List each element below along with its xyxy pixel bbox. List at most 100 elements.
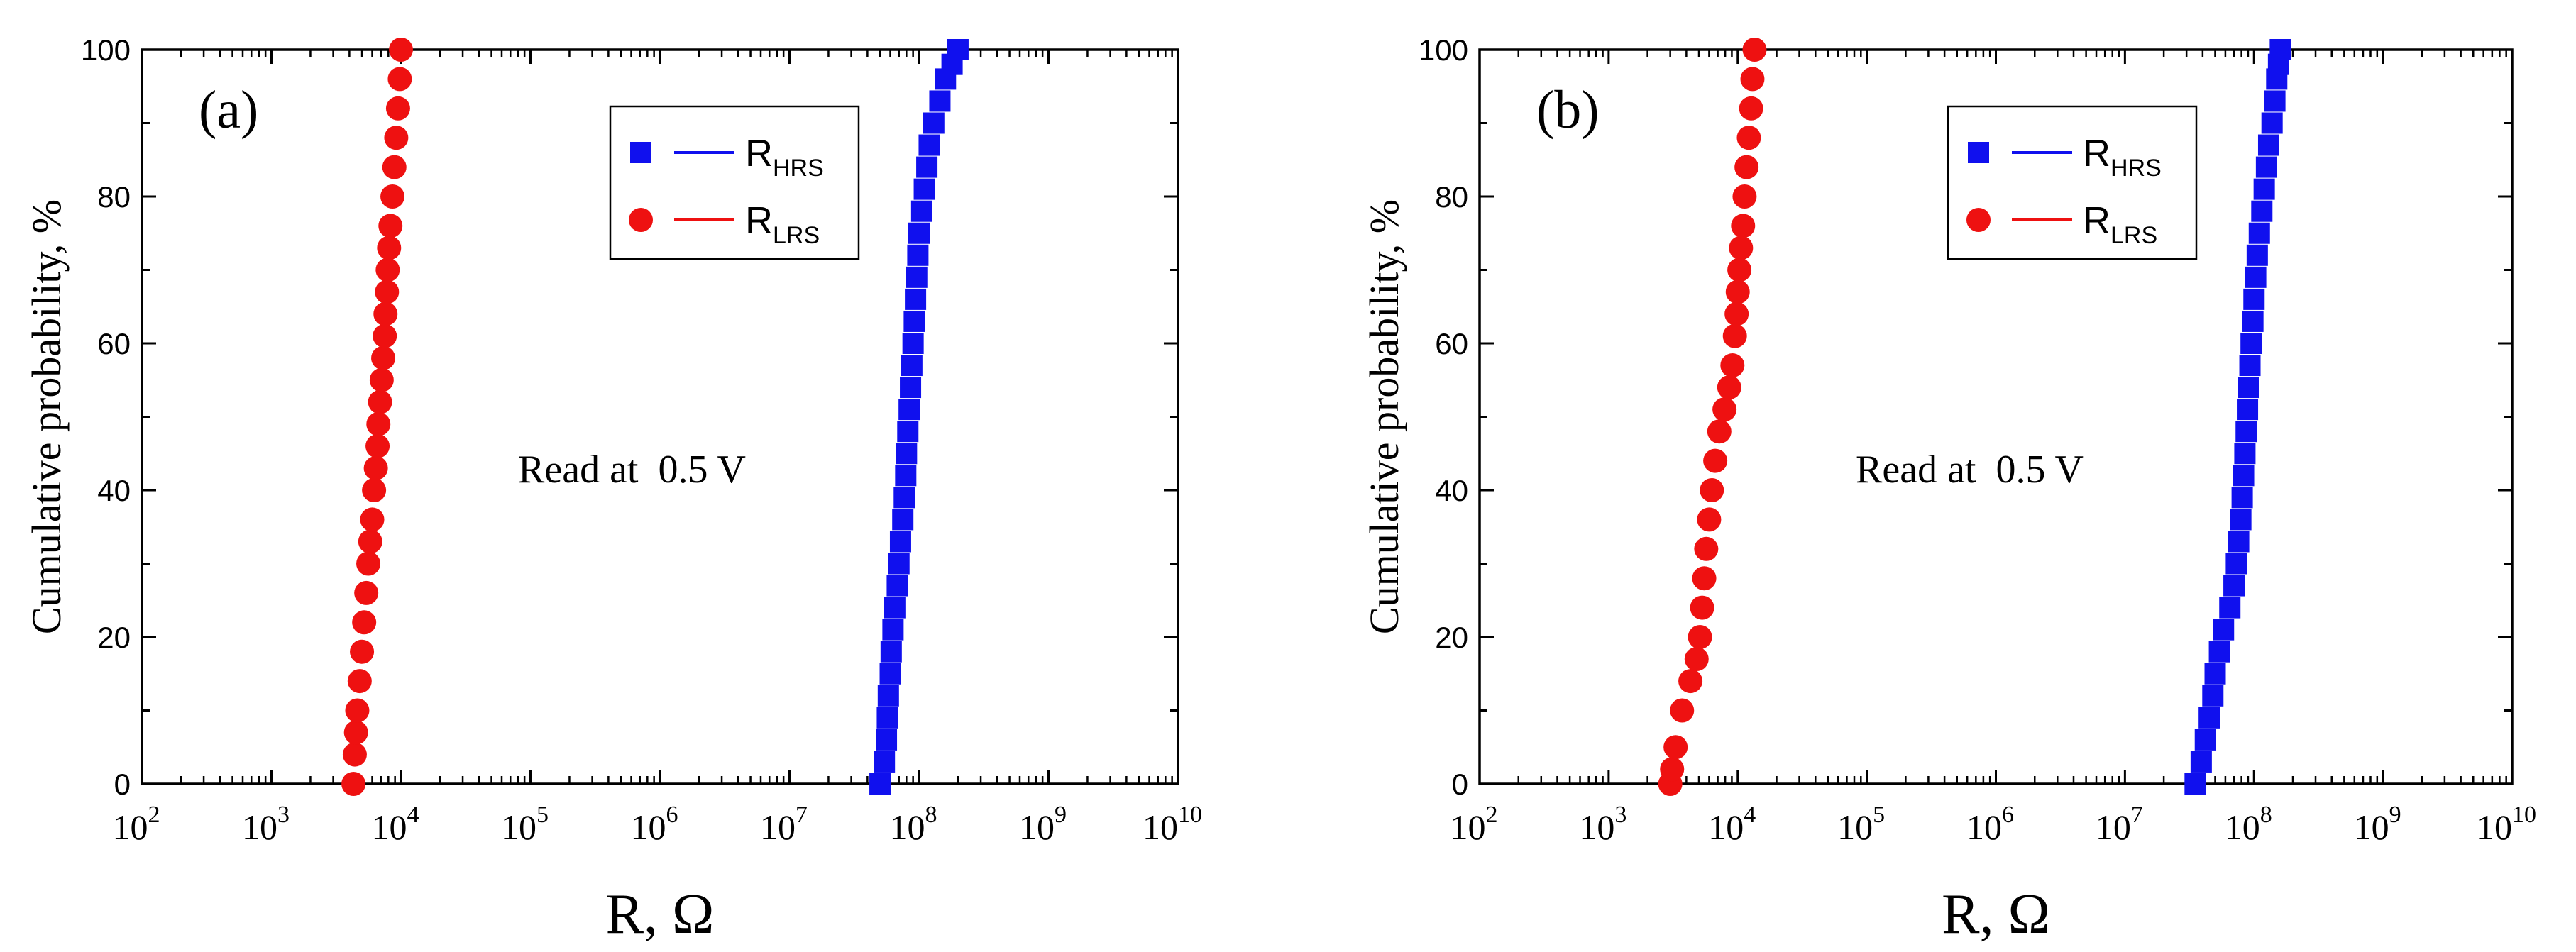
data-point-lrs — [373, 323, 397, 348]
x-tick-base: 10 — [631, 807, 666, 847]
x-tick-base: 10 — [242, 807, 277, 847]
data-point-hrs — [913, 178, 935, 200]
data-point-lrs — [1724, 301, 1749, 326]
data-point-lrs — [363, 455, 388, 480]
legend-square-marker — [1968, 142, 1989, 163]
legend-subscript: HRS — [2110, 155, 2162, 182]
data-point-lrs — [358, 529, 382, 554]
x-tick-label: 109 — [1019, 802, 1067, 847]
data-point-lrs — [352, 610, 377, 635]
data-point-lrs — [341, 772, 366, 796]
data-point-hrs — [2253, 178, 2275, 200]
legend-entry-lrs: RLRS — [1966, 199, 2157, 249]
legend-circle-marker — [1966, 208, 1991, 232]
data-point-hrs — [2219, 597, 2241, 619]
data-point-lrs — [389, 38, 413, 62]
legend-label: RLRS — [745, 199, 820, 249]
y-tick-label: 40 — [1435, 474, 1468, 507]
x-tick-exponent: 3 — [277, 802, 290, 828]
data-point-hrs — [2261, 112, 2283, 134]
y-axis-ticks: 0 20 40 60 80 100 — [81, 33, 1178, 801]
data-point-hrs — [876, 729, 898, 751]
x-tick-base: 10 — [1966, 807, 2002, 847]
data-point-hrs — [907, 244, 929, 266]
data-point-lrs — [1694, 536, 1719, 561]
data-point-hrs — [2242, 310, 2264, 332]
data-point-lrs — [1729, 236, 1754, 260]
y-tick-label: 20 — [1435, 621, 1468, 654]
x-tick-base: 10 — [2354, 807, 2389, 847]
x-tick-base: 10 — [890, 807, 925, 847]
data-point-lrs — [1660, 757, 1685, 782]
legend-label: RLRS — [2083, 199, 2157, 249]
y-tick-label: 100 — [81, 33, 131, 67]
x-tick-label: 108 — [890, 802, 937, 847]
data-point-hrs — [2231, 487, 2253, 509]
data-point-hrs — [892, 509, 914, 531]
data-point-hrs — [2269, 39, 2291, 60]
data-point-hrs — [880, 641, 902, 663]
y-tick-label: 60 — [97, 327, 131, 360]
data-point-hrs — [2240, 333, 2262, 354]
data-point-hrs — [908, 222, 930, 244]
data-point-lrs — [373, 301, 398, 326]
x-tick-exponent: 10 — [2512, 802, 2536, 828]
data-point-lrs — [1684, 647, 1709, 672]
x-tick-label: 103 — [1579, 802, 1626, 847]
data-point-hrs — [905, 288, 927, 310]
x-tick-exponent: 5 — [1873, 802, 1885, 828]
y-tick-label: 20 — [97, 621, 131, 654]
data-point-hrs — [2230, 509, 2252, 531]
data-point-hrs — [2190, 751, 2212, 773]
data-point-lrs — [368, 389, 392, 414]
data-point-lrs — [1690, 595, 1714, 620]
data-point-hrs — [901, 355, 923, 377]
series-hrs — [2184, 39, 2291, 795]
data-point-hrs — [2237, 399, 2259, 421]
x-tick-label: 105 — [501, 802, 549, 847]
panel-label: (b) — [1536, 80, 1600, 140]
data-point-hrs — [876, 707, 898, 729]
data-point-hrs — [888, 553, 910, 575]
x-tick-label: 106 — [1966, 802, 2014, 847]
legend-subscript: LRS — [2110, 222, 2157, 249]
data-point-hrs — [2228, 531, 2250, 553]
legend-label: RHRS — [2083, 132, 2162, 182]
x-tick-base: 10 — [760, 807, 796, 847]
x-tick-label: 1010 — [2477, 802, 2536, 847]
data-point-hrs — [2213, 619, 2235, 641]
data-point-hrs — [889, 531, 911, 553]
data-point-lrs — [343, 720, 368, 745]
data-point-hrs — [2245, 266, 2267, 288]
x-tick-exponent: 8 — [925, 802, 937, 828]
data-point-lrs — [1678, 669, 1703, 694]
x-tick-base: 10 — [1837, 807, 1873, 847]
data-point-lrs — [1739, 96, 1763, 121]
x-axis-label: R, Ω — [606, 883, 715, 946]
panel-label: (a) — [199, 80, 258, 140]
data-point-lrs — [1725, 279, 1750, 304]
data-point-lrs — [1732, 184, 1757, 209]
x-axis-ticks: 102 103 104 105 106 107 108 109 1010 — [113, 50, 1202, 847]
y-tick-label: 0 — [1452, 768, 1468, 801]
x-tick-exponent: 8 — [2260, 802, 2272, 828]
x-tick-exponent: 2 — [148, 802, 160, 828]
data-point-lrs — [1736, 126, 1761, 150]
x-tick-exponent: 2 — [1486, 802, 1498, 828]
data-point-hrs — [2257, 134, 2279, 156]
y-axis-label: Cumulative probability, % — [23, 199, 70, 634]
x-axis-label: R, Ω — [1942, 883, 2050, 946]
legend-box — [1947, 105, 2198, 260]
data-point-lrs — [354, 580, 379, 605]
data-point-lrs — [1663, 735, 1688, 760]
legend-subscript: LRS — [773, 222, 820, 249]
series-lrs — [341, 38, 413, 796]
data-point-lrs — [347, 669, 372, 694]
data-point-hrs — [2239, 355, 2261, 377]
data-point-lrs — [382, 155, 407, 179]
data-point-hrs — [896, 443, 918, 465]
data-point-hrs — [2264, 90, 2286, 112]
data-point-hrs — [879, 663, 901, 685]
chart-panel-b: 102 103 104 105 106 107 108 109 1010020406080100… — [1361, 33, 2536, 946]
